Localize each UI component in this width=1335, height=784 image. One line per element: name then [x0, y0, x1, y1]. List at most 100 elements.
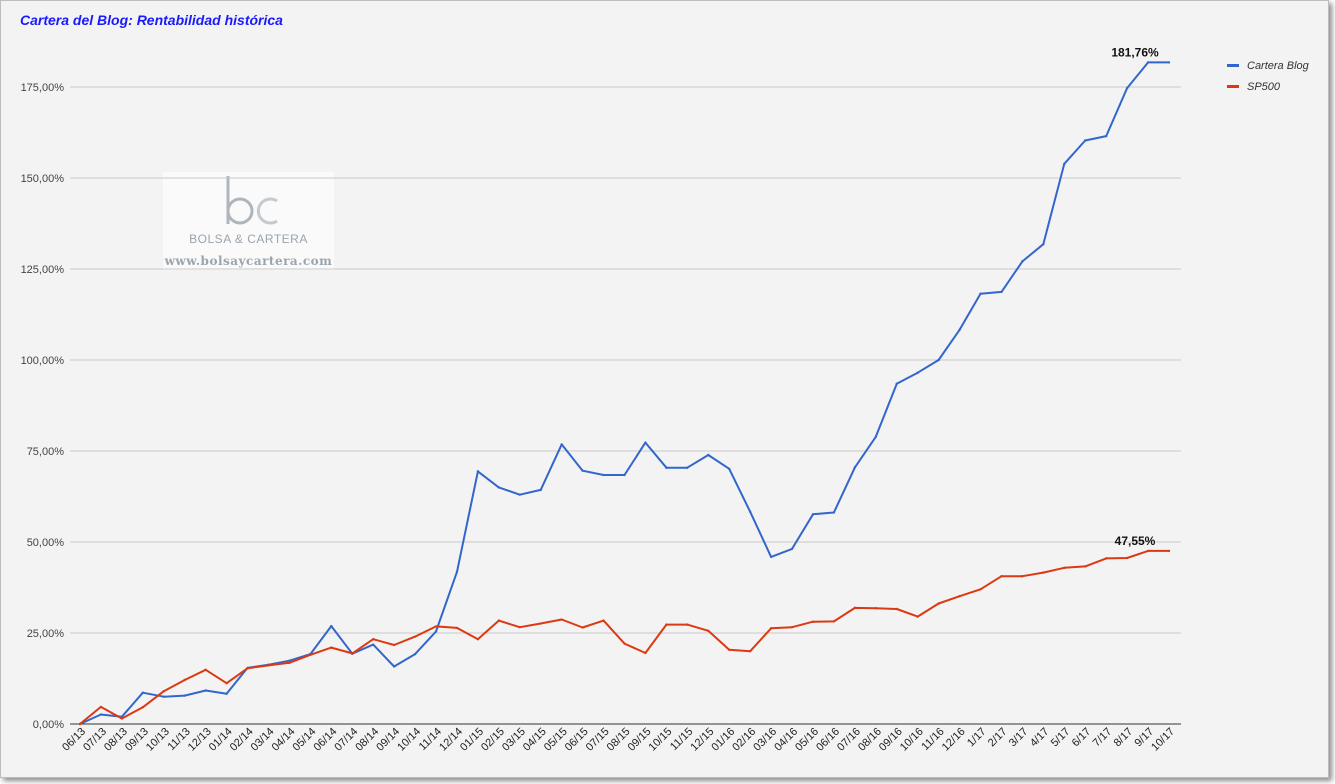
- x-tick-label: 06/14: [311, 726, 339, 754]
- x-tick-label: 6/17: [1070, 726, 1094, 750]
- point-sp500: [1021, 575, 1024, 578]
- x-tick-label: 10/14: [395, 726, 423, 754]
- x-tick-label: 12/15: [688, 726, 716, 754]
- point-sp500: [728, 648, 731, 651]
- point-sp500: [560, 618, 563, 621]
- point-sp500: [979, 588, 982, 591]
- x-tick-label: 03/14: [249, 726, 277, 754]
- point-sp500: [811, 620, 815, 623]
- legend-swatch-sp500: [1227, 85, 1239, 88]
- data-label: 181,76%: [1111, 45, 1159, 59]
- x-tick-label: 08/14: [353, 726, 381, 754]
- point-sp500: [853, 606, 857, 610]
- point-cartera-blog: [644, 441, 647, 444]
- point-sp500: [476, 637, 480, 641]
- point-cartera-blog: [434, 630, 438, 633]
- x-tick-label: 3/17: [1007, 726, 1031, 750]
- point-cartera-blog: [895, 382, 898, 385]
- point-sp500: [120, 717, 124, 720]
- point-cartera-blog: [979, 292, 982, 295]
- point-cartera-blog: [769, 555, 773, 559]
- point-sp500: [225, 682, 228, 685]
- point-sp500: [1084, 565, 1087, 568]
- point-sp500: [581, 626, 584, 629]
- point-cartera-blog: [455, 570, 459, 574]
- point-sp500: [874, 607, 878, 610]
- point-sp500: [434, 625, 438, 628]
- point-sp500: [937, 602, 940, 605]
- point-cartera-blog: [707, 453, 710, 457]
- point-sp500: [351, 652, 354, 655]
- point-sp500: [832, 620, 836, 623]
- point-cartera-blog: [1063, 162, 1066, 166]
- point-sp500: [78, 722, 82, 726]
- point-sp500: [686, 623, 689, 626]
- legend: Cartera Blog SP500: [1227, 55, 1309, 97]
- point-sp500: [958, 595, 961, 598]
- point-sp500: [916, 615, 919, 618]
- data-label: 47,55%: [1115, 534, 1156, 548]
- point-cartera-blog: [476, 470, 480, 473]
- point-sp500: [539, 622, 542, 625]
- point-cartera-blog: [832, 511, 836, 514]
- x-tick-label: 09/14: [374, 726, 402, 754]
- x-tick-label: 03/15: [500, 726, 528, 754]
- point-sp500: [162, 690, 165, 693]
- point-sp500: [497, 619, 501, 622]
- point-cartera-blog: [1104, 134, 1108, 138]
- point-sp500: [665, 623, 668, 626]
- point-cartera-blog: [602, 473, 605, 477]
- point-sp500: [1125, 556, 1129, 560]
- point-sp500: [1042, 571, 1045, 574]
- legend-item-cartera[interactable]: Cartera Blog: [1227, 55, 1309, 76]
- y-tick-label: 100,00%: [21, 355, 65, 367]
- x-tick-label: 07/15: [584, 726, 612, 754]
- x-tick-label: 05/16: [793, 726, 821, 754]
- x-tick-label: 12/16: [940, 726, 968, 754]
- point-cartera-blog: [162, 695, 165, 698]
- point-cartera-blog: [518, 493, 521, 496]
- x-tick-label: 09/16: [877, 726, 905, 754]
- y-tick-label: 25,00%: [27, 628, 65, 640]
- y-tick-label: 50,00%: [27, 537, 65, 549]
- legend-label-cartera: Cartera Blog: [1247, 59, 1309, 72]
- x-tick-label: 8/17: [1112, 726, 1136, 750]
- chart-title: Cartera del Blog: Rentabilidad histórica: [20, 12, 283, 28]
- x-tick-label: 08/15: [605, 726, 633, 754]
- point-sp500: [392, 643, 396, 647]
- y-tick-label: 125,00%: [21, 264, 65, 276]
- x-tick-label: 07/14: [332, 726, 360, 754]
- y-tick-label: 150,00%: [21, 173, 65, 185]
- x-tick-label: 01/15: [458, 726, 486, 754]
- point-cartera-blog: [1042, 243, 1045, 246]
- point-cartera-blog: [874, 435, 878, 439]
- series-line-cartera-blog: [79, 61, 1169, 725]
- x-tick-label: 5/17: [1049, 726, 1073, 750]
- point-cartera-blog: [288, 659, 291, 662]
- point-cartera-blog: [1084, 139, 1087, 142]
- point-sp500: [644, 651, 647, 655]
- point-sp500: [330, 646, 333, 649]
- x-tick-label: 06/13: [60, 726, 88, 754]
- legend-swatch-cartera: [1227, 64, 1239, 67]
- series-line-sp500: [79, 549, 1169, 725]
- x-tick-label: 06/15: [563, 726, 591, 754]
- point-sp500: [246, 667, 249, 670]
- point-cartera-blog: [581, 469, 584, 472]
- x-tick-label: 10/15: [647, 726, 675, 754]
- x-tick-label: 06/16: [814, 726, 842, 754]
- point-cartera-blog: [623, 473, 626, 477]
- point-sp500: [518, 625, 521, 629]
- point-sp500: [371, 637, 375, 641]
- watermark-brand: BOLSA & CARTERA: [189, 232, 308, 246]
- x-tick-label: 12/14: [437, 726, 465, 754]
- point-cartera-blog: [1021, 260, 1024, 263]
- point-cartera-blog: [225, 692, 228, 695]
- point-sp500: [413, 635, 417, 638]
- point-cartera-blog: [330, 624, 333, 628]
- point-sp500: [267, 664, 270, 667]
- point-cartera-blog: [916, 371, 919, 374]
- legend-item-sp500[interactable]: SP500: [1227, 76, 1309, 97]
